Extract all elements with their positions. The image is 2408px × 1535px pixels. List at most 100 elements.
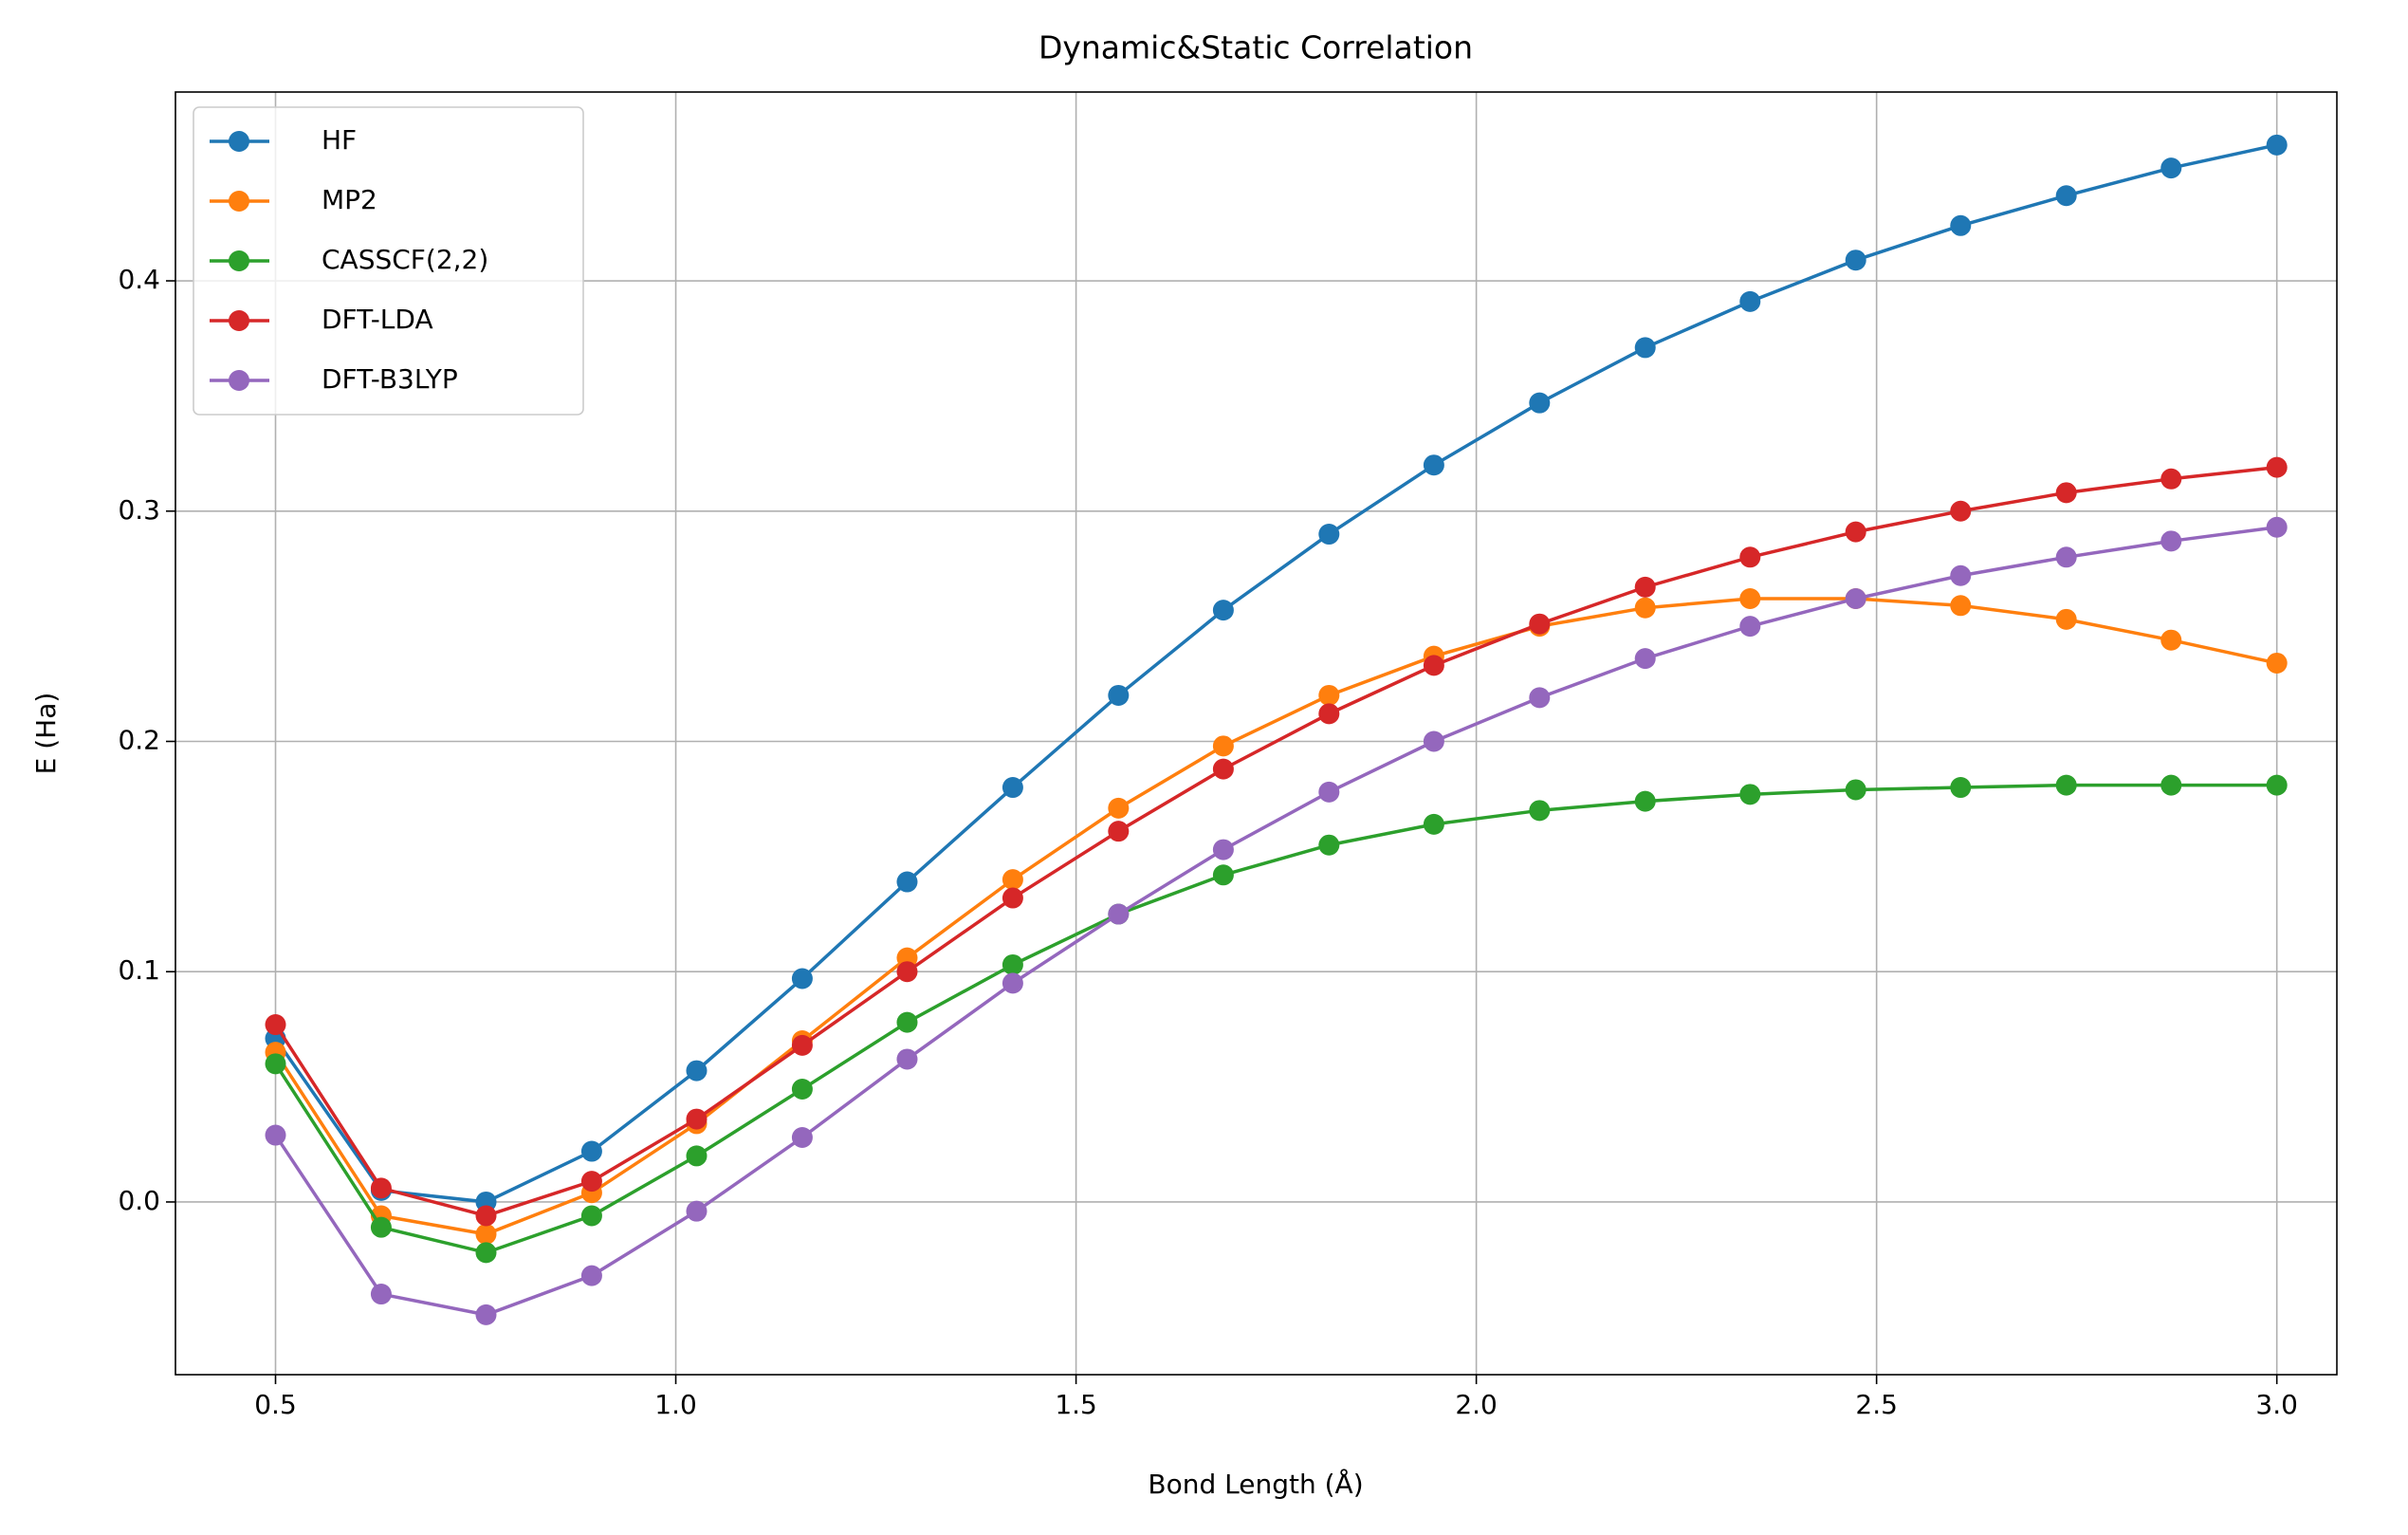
- data-point: [2160, 629, 2182, 651]
- data-point: [2055, 608, 2077, 630]
- data-point: [686, 1060, 708, 1082]
- data-point: [686, 1200, 708, 1222]
- legend-label: DFT-B3LYP: [322, 363, 458, 395]
- data-point: [1212, 758, 1234, 780]
- data-point: [1950, 595, 1972, 617]
- data-point: [1739, 784, 1761, 805]
- data-point: [1739, 290, 1761, 312]
- legend-label: MP2: [322, 184, 377, 215]
- x-tick-label: 1.0: [654, 1389, 697, 1420]
- data-point: [1318, 781, 1340, 803]
- data-point: [791, 1034, 813, 1056]
- series-line: [274, 526, 2277, 1317]
- data-point: [1634, 337, 1656, 359]
- series-line: [274, 597, 2278, 1236]
- data-point: [1739, 616, 1761, 638]
- data-point: [1423, 813, 1444, 835]
- data-point: [1529, 800, 1551, 822]
- data-point: [2266, 134, 2288, 156]
- data-point: [475, 1205, 497, 1227]
- data-point: [2055, 185, 2077, 207]
- data-point: [1634, 597, 1656, 619]
- data-point: [1950, 214, 1972, 236]
- data-point: [1108, 821, 1130, 842]
- data-point: [1529, 613, 1551, 635]
- legend-label: DFT-LDA: [322, 304, 433, 335]
- legend-marker: [229, 250, 249, 271]
- data-point: [1002, 972, 1023, 994]
- y-tick-label: 0.1: [118, 954, 160, 986]
- data-point: [686, 1145, 708, 1167]
- data-point: [686, 1108, 708, 1130]
- data-point: [791, 968, 813, 989]
- data-point: [1002, 953, 1023, 975]
- data-point: [2055, 546, 2077, 568]
- y-tick-label: 0.2: [118, 724, 160, 755]
- legend-marker: [229, 131, 249, 152]
- x-tick-label: 1.5: [1055, 1389, 1097, 1420]
- series-line: [274, 465, 2277, 1218]
- data-point: [580, 1140, 602, 1162]
- data-point: [1634, 790, 1656, 812]
- data-point: [2266, 652, 2288, 674]
- data-point: [1529, 392, 1551, 414]
- data-point: [2266, 516, 2288, 538]
- data-point: [1212, 735, 1234, 757]
- data-point: [896, 1011, 918, 1033]
- x-tick-label: 3.0: [2255, 1389, 2298, 1420]
- data-point: [265, 1014, 286, 1036]
- data-point: [2160, 157, 2182, 179]
- data-point: [1739, 546, 1761, 568]
- legend-box: [193, 106, 584, 416]
- data-point: [1212, 864, 1234, 886]
- data-point: [791, 1126, 813, 1148]
- legend-label: HF: [322, 124, 357, 156]
- data-point: [1423, 655, 1444, 676]
- data-point: [475, 1242, 497, 1264]
- legend-label: CASSCF(2,2): [322, 244, 488, 275]
- x-axis-label: Bond Length (Å): [1148, 1468, 1363, 1500]
- data-point: [2055, 774, 2077, 796]
- data-point: [791, 1079, 813, 1100]
- data-point: [580, 1171, 602, 1193]
- series-line: [274, 783, 2277, 1255]
- data-point: [1108, 797, 1130, 819]
- data-point: [2160, 774, 2182, 796]
- data-point: [2160, 530, 2182, 552]
- data-point: [1950, 777, 1972, 799]
- data-point: [1529, 687, 1551, 709]
- data-point: [1845, 779, 1866, 801]
- data-point: [370, 1216, 392, 1238]
- data-point: [896, 871, 918, 893]
- data-point: [475, 1223, 497, 1245]
- y-tick-label: 0.0: [118, 1185, 160, 1216]
- data-point: [896, 1048, 918, 1070]
- data-point: [2055, 482, 2077, 504]
- chart-title: Dynamic&Static Correlation: [1039, 29, 1473, 66]
- data-point: [1108, 903, 1130, 925]
- x-tick-label: 2.5: [1855, 1389, 1898, 1420]
- x-tick-label: 2.0: [1455, 1389, 1498, 1420]
- plot-frame: [175, 91, 2338, 1376]
- data-point: [1423, 454, 1444, 476]
- data-point: [580, 1205, 602, 1227]
- data-point: [265, 1053, 286, 1075]
- data-point: [1950, 564, 1972, 586]
- data-point: [1212, 600, 1234, 621]
- legend-marker: [229, 370, 249, 391]
- x-tick-label: 0.5: [254, 1389, 297, 1420]
- data-point: [1212, 839, 1234, 860]
- data-point: [475, 1304, 497, 1325]
- y-axis-label: E (Ha): [30, 693, 62, 775]
- data-point: [580, 1265, 602, 1286]
- data-point: [1423, 731, 1444, 752]
- data-point: [1318, 834, 1340, 856]
- data-point: [1002, 869, 1023, 891]
- series-line: [274, 143, 2278, 1204]
- y-tick-label: 0.3: [118, 494, 160, 526]
- data-point: [370, 1177, 392, 1199]
- legend-marker: [229, 310, 249, 331]
- data-point: [1845, 250, 1866, 271]
- data-point: [1108, 684, 1130, 706]
